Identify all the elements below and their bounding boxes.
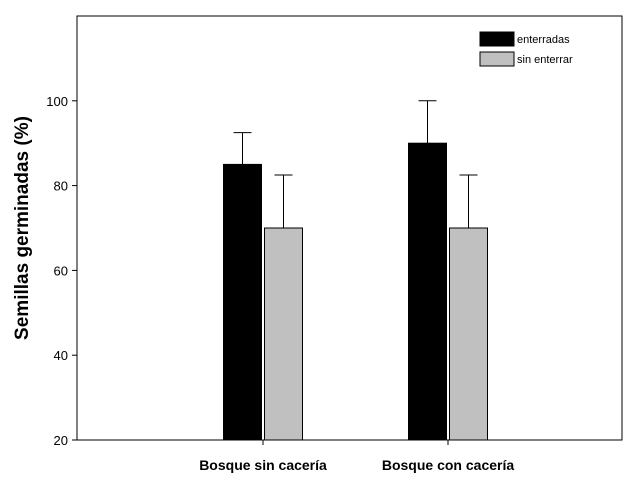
plot-frame: [76, 15, 623, 441]
legend-label: enterradas: [517, 34, 570, 46]
y-axis-label: Semillas germinadas (%): [12, 116, 33, 340]
bar-enterradas-2: [408, 142, 447, 441]
y-tick-label: 60: [54, 263, 68, 278]
y-tick-label: 40: [54, 348, 68, 363]
bar-sin-enterrar-1: [264, 227, 303, 441]
legend-swatch: [479, 31, 515, 47]
y-tick-label: 20: [54, 433, 68, 448]
y-tick-label: 80: [54, 179, 68, 194]
legend-swatch: [479, 51, 515, 67]
bar-enterradas-1: [223, 163, 262, 441]
x-category-label: Bosque con cacería: [382, 457, 514, 473]
legend-label: sin enterrar: [517, 54, 573, 66]
bar-sin-enterrar-2: [449, 227, 488, 441]
x-category-label: Bosque sin cacería: [199, 457, 327, 473]
y-tick-label: 100: [46, 94, 68, 109]
